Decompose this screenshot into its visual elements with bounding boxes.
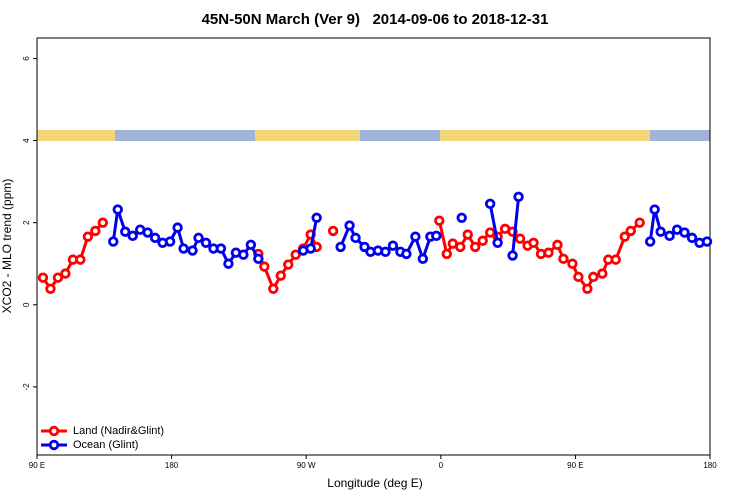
data-point: [223, 258, 234, 269]
data-point: [573, 271, 584, 283]
plot-frame: [36, 37, 711, 456]
legend-marker: [48, 425, 60, 437]
data-point: [380, 246, 391, 258]
y-tick-label: -2: [22, 383, 31, 391]
data-point: [90, 225, 101, 237]
data-point: [215, 243, 227, 254]
data-point: [410, 231, 421, 242]
data-point: [634, 217, 645, 228]
data-point: [127, 230, 138, 242]
data-point: [335, 241, 346, 253]
data-point: [112, 204, 123, 215]
data-point: [552, 239, 563, 251]
series-line: [437, 220, 641, 292]
data-point: [45, 283, 56, 294]
data-point: [60, 268, 71, 279]
data-point: [200, 237, 212, 249]
data-point: [431, 230, 442, 242]
data-point: [268, 283, 279, 294]
data-point: [477, 235, 488, 246]
data-point: [327, 225, 339, 237]
legend-label: Land (Nadir&Glint): [73, 425, 164, 437]
data-point: [283, 259, 294, 270]
data-point: [350, 232, 361, 244]
chart-title: 45N-50N March (Ver 9) 2014-09-06 to 2018…: [202, 11, 549, 28]
data-point: [558, 253, 569, 265]
data-point: [619, 231, 630, 242]
data-point: [469, 241, 481, 253]
data-point: [644, 236, 656, 247]
x-tick-label: 90 W: [297, 461, 316, 470]
x-axis-label: Longitude (deg E): [327, 476, 422, 490]
y-tick-label: 0: [22, 302, 31, 307]
data-point: [484, 227, 496, 238]
data-point: [120, 226, 131, 237]
data-point: [701, 236, 713, 247]
data-point: [275, 270, 286, 281]
map-strip: [37, 130, 710, 141]
data-point: [597, 268, 608, 279]
data-point: [610, 254, 621, 265]
data-point: [245, 239, 257, 251]
data-point: [588, 271, 599, 283]
data-point: [543, 247, 554, 258]
data-point: [178, 243, 189, 254]
data-point: [238, 249, 249, 260]
data-point: [528, 237, 539, 249]
data-point: [507, 250, 518, 261]
data-point: [513, 191, 524, 203]
data-point: [514, 233, 526, 244]
x-tick-label: 180: [703, 461, 717, 470]
data-point: [142, 227, 153, 238]
data-point: [259, 261, 270, 272]
data-point: [149, 232, 161, 244]
series-line: [488, 203, 500, 244]
legend-label: Ocean (Glint): [73, 439, 138, 451]
data-point: [172, 222, 183, 233]
legend-marker: [48, 439, 60, 451]
data-point: [387, 240, 399, 251]
data-point: [37, 272, 49, 283]
data-point: [164, 236, 176, 247]
data-point: [484, 198, 496, 210]
data-point: [625, 225, 636, 237]
data-point: [253, 253, 264, 265]
x-tick-label: 90 E: [29, 461, 45, 470]
data-point: [108, 236, 119, 247]
data-point: [401, 248, 412, 260]
data-point: [75, 254, 86, 265]
data-point: [664, 230, 675, 242]
data-point: [434, 215, 445, 226]
data-point: [311, 212, 322, 223]
data-point: [305, 243, 316, 254]
data-point: [290, 249, 301, 260]
data-point: [567, 258, 578, 269]
data-point: [582, 283, 593, 294]
data-point: [492, 237, 503, 249]
y-tick-label: 2: [22, 220, 31, 225]
data-point: [417, 253, 429, 265]
y-tick-label: 6: [22, 56, 31, 61]
data-point: [187, 245, 198, 256]
series-line: [511, 196, 521, 256]
data-point: [441, 248, 452, 260]
data-point: [193, 232, 204, 244]
data-point: [82, 231, 94, 242]
data-point: [655, 226, 666, 237]
y-tick-label: 4: [22, 138, 31, 143]
data-point: [686, 232, 698, 244]
data-point: [649, 204, 660, 215]
data-point: [455, 241, 466, 253]
data-point: [344, 220, 355, 231]
x-tick-label: 90 E: [567, 461, 583, 470]
data-point: [456, 212, 467, 223]
data-point: [97, 217, 109, 228]
data-point: [679, 227, 690, 238]
data-point: [462, 229, 473, 240]
y-axis-label: XCO2 - MLO trend (ppm): [0, 179, 14, 314]
x-tick-label: 0: [439, 461, 444, 470]
data-point: [52, 272, 64, 283]
x-tick-label: 180: [165, 461, 179, 470]
